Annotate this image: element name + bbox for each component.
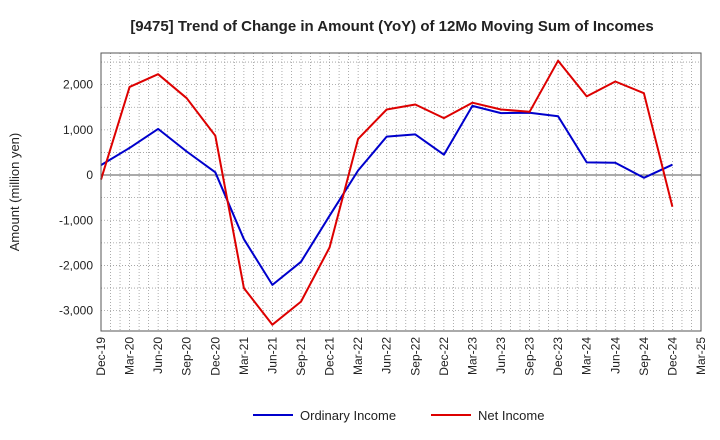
x-tick-label: Dec-23 <box>551 337 565 376</box>
series-group <box>100 59 674 326</box>
y-tick-label: 0 <box>86 168 93 182</box>
x-tick-label: Jun-23 <box>494 337 508 374</box>
x-tick-label: Mar-23 <box>465 337 479 375</box>
x-tick-label: Dec-20 <box>208 337 222 376</box>
x-tick-label: Mar-25 <box>694 337 708 375</box>
x-tick-label: Mar-20 <box>123 337 137 375</box>
legend: Ordinary Income Net Income <box>253 408 544 423</box>
y-tick-label: 2,000 <box>63 78 93 92</box>
plot-frame <box>100 52 702 332</box>
legend-label-ordinary-income: Ordinary Income <box>300 408 396 423</box>
x-tick-label: Jun-22 <box>380 337 394 374</box>
series-line-ordinary-income <box>100 104 673 286</box>
grid <box>101 53 701 331</box>
x-tick-label: Dec-19 <box>94 337 108 376</box>
series-line-net-income <box>100 59 674 326</box>
y-tick-label: -1,000 <box>59 213 93 227</box>
x-tick-label: Jun-20 <box>151 337 165 374</box>
x-tick-label: Sep-21 <box>294 337 308 376</box>
x-tick-label: Dec-24 <box>665 337 679 376</box>
y-tick-label: -2,000 <box>59 258 93 272</box>
y-tick-label: 1,000 <box>63 123 93 137</box>
x-tick-label: Jun-24 <box>608 337 622 374</box>
x-axis-ticks: Dec-19 Mar-20 Jun-20 Sep-20 Dec-20 Mar-21 Jun-… <box>94 337 708 376</box>
x-tick-label: Dec-21 <box>323 337 337 376</box>
y-axis-label: Amount (million yen) <box>7 133 22 252</box>
y-axis-ticks: 2,000 1,000 0 -1,000 -2,000 -3,000 <box>59 78 93 318</box>
chart-title: [9475] Trend of Change in Amount (YoY) o… <box>130 18 653 35</box>
x-tick-label: Sep-23 <box>523 337 537 376</box>
legend-label-net-income: Net Income <box>478 408 544 423</box>
x-tick-label: Mar-22 <box>351 337 365 375</box>
x-tick-label: Mar-21 <box>237 337 251 375</box>
x-tick-label: Sep-22 <box>408 337 422 376</box>
x-tick-label: Sep-24 <box>637 337 651 376</box>
x-tick-label: Sep-20 <box>180 337 194 376</box>
x-tick-label: Jun-21 <box>265 337 279 374</box>
x-tick-label: Mar-24 <box>580 337 594 375</box>
y-tick-label: -3,000 <box>59 304 93 318</box>
x-tick-label: Dec-22 <box>437 337 451 376</box>
